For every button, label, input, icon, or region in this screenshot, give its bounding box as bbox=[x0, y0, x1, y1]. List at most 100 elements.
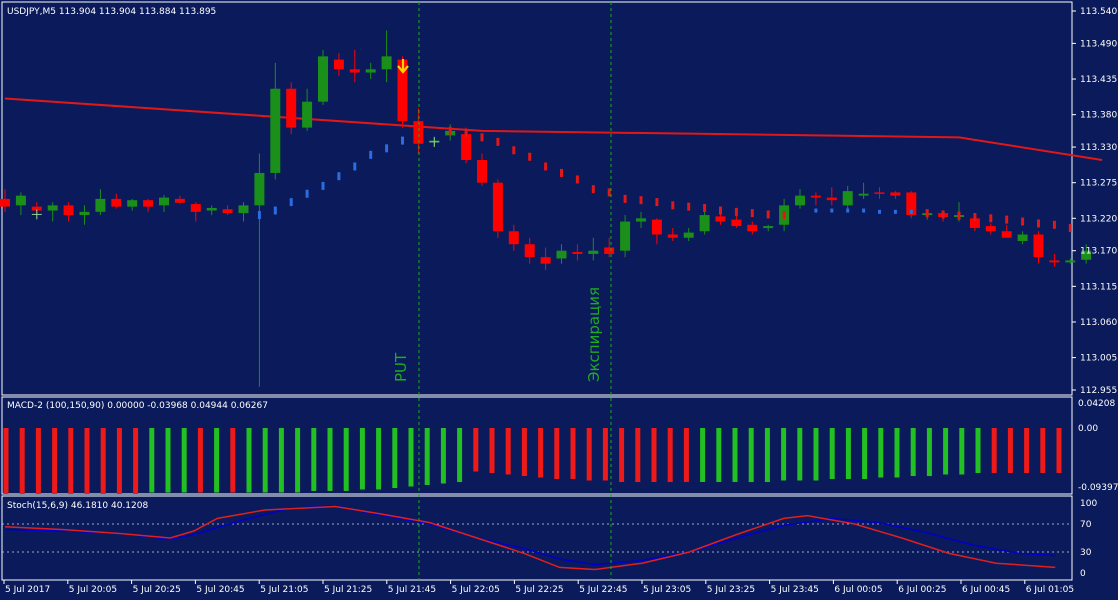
macd-bar bbox=[343, 428, 349, 491]
psar-dot-bull bbox=[909, 209, 913, 214]
macd-bar bbox=[732, 428, 738, 482]
candle-body bbox=[63, 205, 74, 216]
candle-body bbox=[15, 195, 26, 206]
macd-bar bbox=[829, 428, 835, 479]
macd-bar bbox=[602, 428, 608, 481]
psar-dot-bull bbox=[337, 172, 341, 181]
psar-dot-bear bbox=[448, 126, 452, 135]
candle-body bbox=[206, 207, 217, 211]
time-tick-label: 6 Jul 00:25 bbox=[898, 585, 946, 595]
psar-dot-bull bbox=[369, 150, 373, 159]
macd-bar bbox=[667, 428, 673, 482]
time-tick-label: 5 Jul 23:25 bbox=[707, 585, 755, 595]
candle-body bbox=[906, 192, 917, 216]
candle-body bbox=[79, 211, 90, 216]
candle-body bbox=[31, 206, 42, 211]
macd-bar bbox=[116, 428, 122, 494]
candle-body bbox=[0, 198, 10, 207]
candle-body bbox=[111, 198, 122, 207]
psar-dot-bear bbox=[480, 133, 484, 142]
time-tick-label: 5 Jul 23:05 bbox=[643, 585, 691, 595]
time-tick-label: 5 Jul 2017 bbox=[5, 585, 50, 595]
macd-bar bbox=[52, 428, 58, 494]
candle-body bbox=[795, 195, 805, 206]
time-tick-label: 5 Jul 20:45 bbox=[196, 585, 244, 595]
psar-dot-bear bbox=[591, 185, 595, 194]
macd-bar bbox=[538, 428, 544, 478]
time-tick-label: 5 Jul 22:25 bbox=[515, 585, 563, 595]
macd-bar bbox=[311, 428, 317, 491]
price-tick-label: 113.220 bbox=[1080, 214, 1117, 224]
macd-bar bbox=[246, 428, 252, 493]
time-tick-label: 6 Jul 01:05 bbox=[1026, 585, 1074, 595]
macd-bar bbox=[133, 428, 139, 494]
psar-dot-bear bbox=[703, 203, 707, 212]
macd-bar bbox=[1007, 428, 1013, 473]
macd-bar bbox=[991, 428, 997, 473]
candle-body bbox=[890, 192, 901, 196]
price-tick-label: 113.490 bbox=[1080, 39, 1117, 49]
price-tick-label: 113.275 bbox=[1080, 179, 1117, 189]
candle-body bbox=[842, 191, 853, 206]
macd-bar bbox=[878, 428, 884, 478]
psar-dot-bear bbox=[639, 196, 643, 205]
psar-dot-bear bbox=[766, 210, 770, 219]
candle-body bbox=[1081, 250, 1092, 260]
macd-bar bbox=[359, 428, 365, 490]
candle-body bbox=[572, 252, 583, 254]
stoch-tick-label: 0 bbox=[1080, 569, 1086, 579]
macd-bar bbox=[149, 428, 155, 493]
candle-body bbox=[508, 231, 519, 245]
psar-dot-bear bbox=[655, 198, 659, 207]
candle-body bbox=[747, 224, 758, 232]
macd-bar bbox=[295, 428, 301, 493]
price-tick-label: 113.170 bbox=[1080, 247, 1117, 257]
price-tick-label: 113.060 bbox=[1080, 318, 1117, 328]
macd-bar bbox=[262, 428, 268, 493]
macd-bar bbox=[424, 428, 430, 485]
psar-dot-bull bbox=[353, 162, 357, 171]
psar-dot-bull bbox=[846, 208, 850, 213]
expiration-label: Экспирация bbox=[585, 287, 603, 382]
psar-dot-bear bbox=[925, 209, 929, 218]
candle-body bbox=[159, 197, 169, 206]
psar-dot-bull bbox=[401, 136, 404, 145]
macd-bar bbox=[392, 428, 398, 488]
time-tick-label: 6 Jul 00:05 bbox=[834, 585, 882, 595]
time-tick-label: 5 Jul 20:05 bbox=[69, 585, 117, 595]
macd-bar bbox=[683, 428, 689, 482]
macd-bar bbox=[521, 428, 527, 476]
psar-dot-bear bbox=[464, 128, 468, 137]
stoch-tick-label: 30 bbox=[1080, 548, 1092, 558]
candle-body bbox=[318, 56, 328, 102]
price-tick-label: 113.435 bbox=[1080, 75, 1117, 85]
psar-dot-bear bbox=[623, 194, 627, 203]
psar-dot-bull bbox=[289, 198, 293, 207]
macd-bar bbox=[554, 428, 560, 479]
price-tick-label: 113.115 bbox=[1080, 282, 1117, 292]
time-tick-label: 6 Jul 00:45 bbox=[962, 585, 1010, 595]
candle-body bbox=[349, 69, 360, 73]
candle-body bbox=[1001, 231, 1012, 238]
moving-average-line bbox=[4, 97, 1103, 161]
psar-dot-bull bbox=[273, 206, 277, 215]
macd-bar bbox=[35, 428, 41, 494]
price-tick-label: 113.005 bbox=[1080, 354, 1117, 364]
candle-body bbox=[588, 250, 599, 254]
psar-dot-bear bbox=[1052, 220, 1056, 229]
candle-body bbox=[651, 219, 662, 235]
macd-histogram bbox=[3, 428, 1062, 494]
candle-body bbox=[620, 221, 631, 251]
psar-dot-bear bbox=[560, 168, 563, 177]
macd-bar bbox=[651, 428, 657, 482]
time-tick-label: 5 Jul 21:25 bbox=[324, 585, 372, 595]
candle-body bbox=[699, 215, 710, 232]
macd-label: MACD-2 (100,150,90) 0.00000 -0.03968 0.0… bbox=[7, 401, 268, 411]
macd-bar bbox=[165, 428, 171, 493]
psar-dot-bear bbox=[1021, 217, 1025, 226]
macd-bar bbox=[230, 428, 236, 493]
psar-dot-bull bbox=[862, 208, 866, 213]
psar-dot-bear bbox=[528, 152, 532, 161]
psar-dot-bull bbox=[321, 181, 325, 190]
candle-body bbox=[524, 244, 535, 258]
